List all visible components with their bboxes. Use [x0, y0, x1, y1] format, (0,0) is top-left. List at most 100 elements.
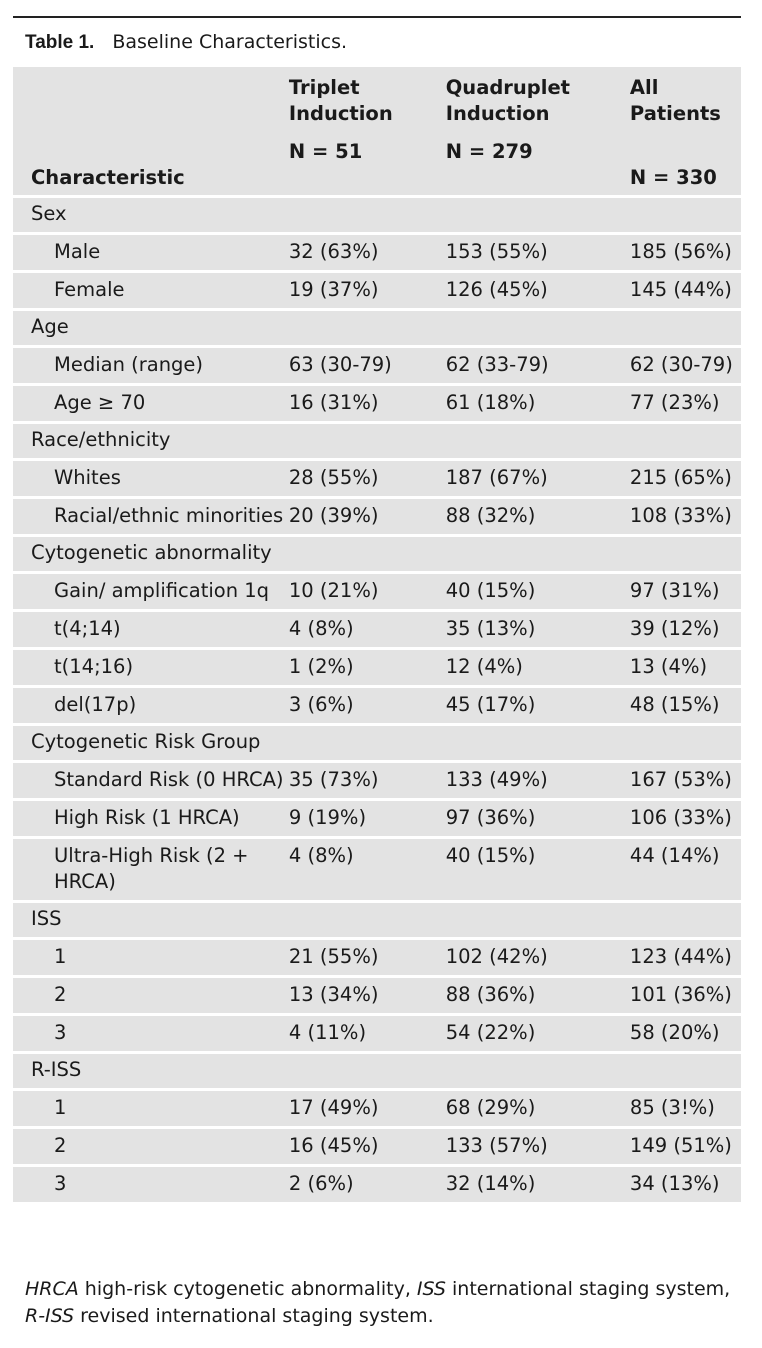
- table-row: Median (range) 63 (30-79) 62 (33-79) 62 (30…: [13, 348, 741, 383]
- all-patients-value: 62 (30-79): [629, 348, 741, 383]
- header-all-n: N = 330: [629, 166, 717, 189]
- header-triplet-line2: Induction: [288, 102, 393, 125]
- quadruplet-value: 54 (22%): [445, 1016, 630, 1051]
- all-patients-value: 13 (4%): [629, 650, 741, 685]
- triplet-value: 1 (2%): [288, 650, 446, 685]
- table-group-row: Race/ethnicity: [13, 424, 741, 458]
- all-patients-value: 185 (56%): [629, 235, 741, 270]
- row-label: del(17p): [13, 688, 289, 723]
- all-patients-value: 97 (31%): [629, 574, 741, 609]
- quadruplet-value: 126 (45%): [445, 273, 630, 308]
- quadruplet-value: 88 (36%): [445, 978, 630, 1013]
- group-label: Race/ethnicity: [13, 424, 741, 458]
- quadruplet-value: 32 (14%): [445, 1167, 630, 1202]
- row-label: 1: [13, 940, 289, 975]
- all-patients-value: 215 (65%): [629, 461, 741, 496]
- quadruplet-value: 45 (17%): [445, 688, 630, 723]
- baseline-table: Characteristic Triplet Induction N = 51 …: [13, 67, 741, 1205]
- row-label: 2: [13, 1129, 289, 1164]
- triplet-value: 19 (37%): [288, 273, 446, 308]
- table-row: t(4;14) 4 (8%) 35 (13%) 39 (12%): [13, 612, 741, 647]
- table-row: High Risk (1 HRCA) 9 (19%) 97 (36%) 106 (33…: [13, 801, 741, 836]
- header-quadruplet: Quadruplet Induction N = 279: [445, 67, 630, 195]
- footnote-abbr: HRCA: [25, 1278, 79, 1300]
- table-row: Ultra-High Risk (2 + HRCA) 4 (8%) 40 (15%)…: [13, 839, 741, 900]
- group-label: Age: [13, 311, 741, 345]
- row-label: 1: [13, 1091, 289, 1126]
- quadruplet-value: 187 (67%): [445, 461, 630, 496]
- table-row: Gain/ amplification 1q 10 (21%) 40 (15%) 97…: [13, 574, 741, 609]
- quadruplet-value: 40 (15%): [445, 574, 630, 609]
- header-all-line2: [630, 127, 741, 153]
- table-caption: Table 1. Baseline Characteristics.: [25, 30, 347, 55]
- triplet-value: 21 (55%): [288, 940, 446, 975]
- all-patients-value: 39 (12%): [629, 612, 741, 647]
- table-row: Female 19 (37%) 126 (45%) 145 (44%): [13, 273, 741, 308]
- quadruplet-value: 88 (32%): [445, 499, 630, 534]
- table-row: 2 13 (34%) 88 (36%) 101 (36%): [13, 978, 741, 1013]
- table-row: t(14;16) 1 (2%) 12 (4%) 13 (4%): [13, 650, 741, 685]
- header-triplet-n: N = 51: [288, 140, 363, 163]
- table-row: del(17p) 3 (6%) 45 (17%) 48 (15%): [13, 688, 741, 723]
- table-footnote: HRCA high-risk cytogenetic abnormality, …: [25, 1276, 745, 1330]
- all-patients-value: 106 (33%): [629, 801, 741, 836]
- triplet-value: 9 (19%): [288, 801, 446, 836]
- table-row: Racial/ethnic minorities 20 (39%) 88 (32%)…: [13, 499, 741, 534]
- table-row: Age ≥ 70 16 (31%) 61 (18%) 77 (23%): [13, 386, 741, 421]
- row-label: Gain/ amplification 1q: [13, 574, 289, 609]
- header-all-patients: All Patients N = 330: [629, 67, 741, 195]
- row-label: t(14;16): [13, 650, 289, 685]
- footnote-abbr: R-ISS: [25, 1305, 75, 1327]
- quadruplet-value: 35 (13%): [445, 612, 630, 647]
- row-label: t(4;14): [13, 612, 289, 647]
- quadruplet-value: 68 (29%): [445, 1091, 630, 1126]
- triplet-value: 4 (8%): [288, 612, 446, 647]
- triplet-value: 63 (30-79): [288, 348, 446, 383]
- triplet-value: 16 (45%): [288, 1129, 446, 1164]
- group-label: R-ISS: [13, 1054, 741, 1088]
- table-row: 1 17 (49%) 68 (29%) 85 (3!%): [13, 1091, 741, 1126]
- table-group-row: R-ISS: [13, 1054, 741, 1088]
- quadruplet-value: 61 (18%): [445, 386, 630, 421]
- table-row: Male 32 (63%) 153 (55%) 185 (56%): [13, 235, 741, 270]
- row-label: 3: [13, 1016, 289, 1051]
- header-quadruplet-line1: Quadruplet: [445, 76, 570, 99]
- all-patients-value: 101 (36%): [629, 978, 741, 1013]
- all-patients-value: 48 (15%): [629, 688, 741, 723]
- table-row: Whites 28 (55%) 187 (67%) 215 (65%): [13, 461, 741, 496]
- group-label: Sex: [13, 198, 741, 232]
- triplet-value: 10 (21%): [288, 574, 446, 609]
- triplet-value: 32 (63%): [288, 235, 446, 270]
- footnote-text: high-risk cytogenetic abnormality,: [78, 1278, 417, 1300]
- table-row: 2 16 (45%) 133 (57%) 149 (51%): [13, 1129, 741, 1164]
- row-label: High Risk (1 HRCA): [13, 801, 289, 836]
- triplet-value: 13 (34%): [288, 978, 446, 1013]
- triplet-value: 4 (11%): [288, 1016, 446, 1051]
- quadruplet-value: 40 (15%): [445, 839, 630, 900]
- quadruplet-value: 12 (4%): [445, 650, 630, 685]
- triplet-value: 3 (6%): [288, 688, 446, 723]
- header-all-line1: All Patients: [629, 76, 721, 125]
- table-group-row: ISS: [13, 903, 741, 937]
- footnote-abbr: ISS: [416, 1278, 446, 1300]
- table-group-row: Sex: [13, 198, 741, 232]
- quadruplet-value: 97 (36%): [445, 801, 630, 836]
- group-label: ISS: [13, 903, 741, 937]
- row-label: 2: [13, 978, 289, 1013]
- row-label: Median (range): [13, 348, 289, 383]
- row-label: 3: [13, 1167, 289, 1202]
- quadruplet-value: 133 (49%): [445, 763, 630, 798]
- triplet-value: 20 (39%): [288, 499, 446, 534]
- row-label: Whites: [13, 461, 289, 496]
- all-patients-value: 108 (33%): [629, 499, 741, 534]
- triplet-value: 35 (73%): [288, 763, 446, 798]
- group-label: Cytogenetic abnormality: [13, 537, 741, 571]
- row-label: Racial/ethnic minorities: [13, 499, 289, 534]
- footnote-text: international staging system,: [445, 1278, 737, 1300]
- quadruplet-value: 102 (42%): [445, 940, 630, 975]
- all-patients-value: 58 (20%): [629, 1016, 741, 1051]
- table-group-row: Age: [13, 311, 741, 345]
- quadruplet-value: 133 (57%): [445, 1129, 630, 1164]
